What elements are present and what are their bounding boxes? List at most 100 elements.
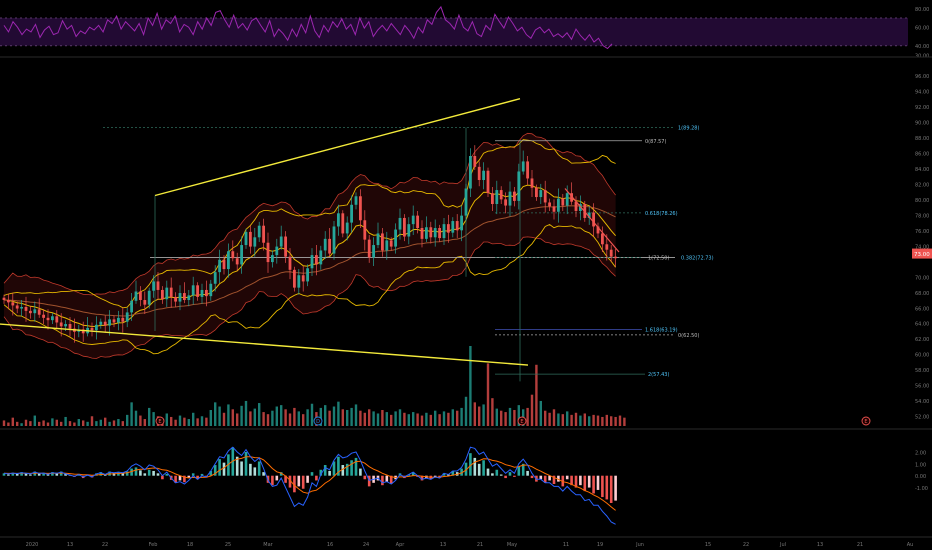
volume-bar <box>126 414 129 426</box>
volume-bar <box>16 421 19 426</box>
candle-body <box>222 259 226 270</box>
candle-body <box>407 224 411 237</box>
candle <box>341 210 345 238</box>
candle-body <box>543 190 547 203</box>
volume-bar <box>306 409 309 426</box>
macd-hist-bar <box>222 462 226 476</box>
candle-body <box>174 296 177 302</box>
volume-bar <box>209 410 212 426</box>
candle-body <box>108 319 111 326</box>
volume-bar <box>363 412 366 426</box>
volume-bar <box>11 417 14 426</box>
time-tick-label: Mar <box>263 542 273 548</box>
price-tick-label: 52.00 <box>915 415 929 421</box>
candle-body <box>561 198 565 206</box>
candle <box>433 219 437 247</box>
price-tick-label: 68.00 <box>915 291 929 297</box>
rsi-band <box>0 17 908 46</box>
volume-bar <box>33 415 36 426</box>
volume-bar <box>310 403 314 426</box>
volume-bar <box>152 412 155 426</box>
volume-bar <box>249 411 252 426</box>
macd-hist-bar <box>187 475 191 479</box>
candle <box>244 228 248 249</box>
volume-bar <box>139 415 142 426</box>
volume-bar <box>566 411 569 426</box>
lower-trendline <box>0 323 529 366</box>
volume-bar <box>535 364 538 426</box>
candle <box>284 231 287 263</box>
macd-hist-bar <box>605 475 609 500</box>
candle <box>363 210 367 251</box>
candle-body <box>328 238 331 254</box>
volume-bar <box>447 412 450 426</box>
macd-hist-bar <box>530 475 534 479</box>
candle-body <box>609 249 613 257</box>
volume-bar <box>170 416 173 426</box>
candle <box>345 216 349 241</box>
candle-body <box>416 215 419 229</box>
volume-bar <box>117 419 120 426</box>
volume-bar <box>574 412 578 426</box>
candle <box>504 192 507 214</box>
candle <box>323 231 327 259</box>
volume-bar <box>240 405 243 426</box>
volume-bar <box>29 421 32 426</box>
rsi-tick-label: 60.00 <box>915 26 929 32</box>
candle <box>117 310 120 331</box>
candle-body <box>587 212 591 218</box>
volume-bar <box>7 422 10 426</box>
candle-body <box>266 242 270 263</box>
candle <box>165 280 169 307</box>
macd-hist-bar <box>147 469 151 476</box>
volume-bar <box>222 412 226 426</box>
candle <box>508 181 512 217</box>
candle-body <box>513 191 516 201</box>
macd-hist-bar <box>477 463 481 476</box>
candle <box>539 183 543 205</box>
macd-hist-bar <box>284 475 287 483</box>
candle <box>2 294 6 304</box>
volume-bar <box>420 415 424 426</box>
candle-body <box>152 281 155 291</box>
candle-body <box>592 212 595 227</box>
candle <box>460 205 463 242</box>
candle-body <box>605 244 609 250</box>
candle <box>33 301 37 322</box>
macd-hist-bar <box>411 472 415 476</box>
candle <box>20 300 23 317</box>
candle <box>218 249 221 283</box>
candle <box>42 309 45 325</box>
candle-body <box>565 193 569 206</box>
candle-body <box>147 290 151 305</box>
down-trendline <box>564 188 620 253</box>
macd-hist-bar <box>359 468 362 476</box>
candle-body <box>271 255 274 263</box>
candle <box>592 203 595 237</box>
volume-bar <box>583 413 586 426</box>
candle <box>495 180 499 215</box>
macd-hist-bar <box>293 475 296 493</box>
candle <box>249 225 252 254</box>
candle-body <box>535 187 538 198</box>
candle <box>530 169 534 198</box>
time-tick-label: Jun <box>635 542 644 548</box>
candle-body <box>433 228 437 238</box>
fib-level-label: 2(57.43) <box>648 372 669 378</box>
candle-body <box>337 213 340 227</box>
trendlines[interactable] <box>0 98 620 366</box>
volume-bar <box>284 409 287 426</box>
volume-bar <box>429 414 432 426</box>
macd-hist-bar <box>209 470 213 476</box>
macd-hist-bar <box>244 451 248 476</box>
candle-body <box>367 239 371 258</box>
candle <box>15 301 19 314</box>
candle-body <box>460 215 463 231</box>
fib-level-label: 0.382(72.73) <box>681 255 714 261</box>
candle-body <box>95 324 98 331</box>
candle <box>429 221 433 244</box>
macd-hist-bar <box>51 472 54 476</box>
candle-body <box>284 236 287 257</box>
volume-bar <box>508 407 512 426</box>
